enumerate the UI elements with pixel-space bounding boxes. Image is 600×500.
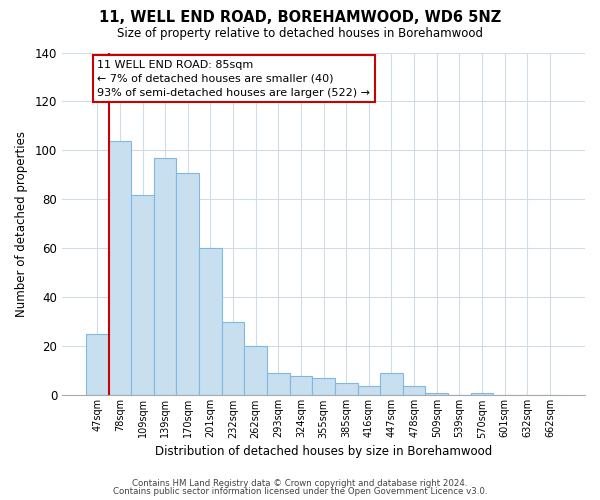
Bar [86,334,109,396]
Bar [312,378,335,396]
Bar [335,383,358,396]
Text: Size of property relative to detached houses in Borehamwood: Size of property relative to detached ho… [117,28,483,40]
Bar [176,172,199,396]
Bar [403,386,425,396]
Bar [267,374,290,396]
Y-axis label: Number of detached properties: Number of detached properties [15,131,28,317]
Text: 11, WELL END ROAD, BOREHAMWOOD, WD6 5NZ: 11, WELL END ROAD, BOREHAMWOOD, WD6 5NZ [99,10,501,25]
Bar [471,393,493,396]
Text: 11 WELL END ROAD: 85sqm
← 7% of detached houses are smaller (40)
93% of semi-det: 11 WELL END ROAD: 85sqm ← 7% of detached… [97,60,370,98]
Text: Contains HM Land Registry data © Crown copyright and database right 2024.: Contains HM Land Registry data © Crown c… [132,478,468,488]
Bar [199,248,222,396]
Bar [222,322,244,396]
Text: Contains public sector information licensed under the Open Government Licence v3: Contains public sector information licen… [113,487,487,496]
X-axis label: Distribution of detached houses by size in Borehamwood: Distribution of detached houses by size … [155,444,492,458]
Bar [425,393,448,396]
Bar [131,194,154,396]
Bar [380,374,403,396]
Bar [244,346,267,396]
Bar [154,158,176,396]
Bar [358,386,380,396]
Bar [109,140,131,396]
Bar [290,376,312,396]
